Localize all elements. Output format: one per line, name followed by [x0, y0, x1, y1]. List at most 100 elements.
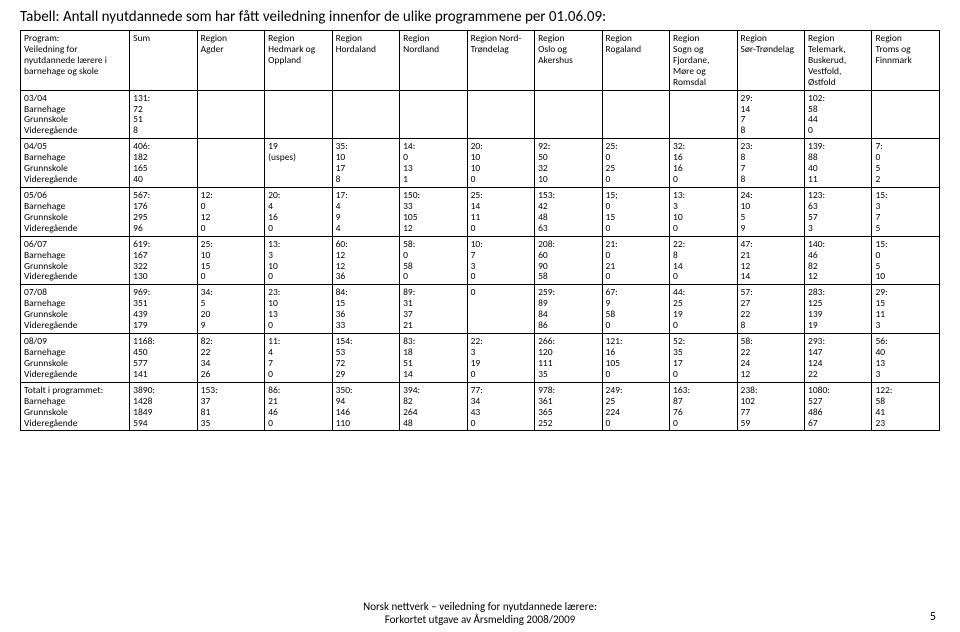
table-cell: 121:161050 [602, 334, 669, 383]
row-label: 03/04BarnehageGrunnskoleVideregående [21, 90, 130, 139]
table-cell: 23:10130 [265, 285, 332, 334]
table-cell: 1168:450577141 [130, 334, 197, 383]
table-cell: 259:898486 [535, 285, 602, 334]
table-cell: 153:424863 [535, 187, 602, 236]
table-cell: 15;0150 [602, 187, 669, 236]
column-header: RegionHordaland [332, 31, 399, 91]
table-row: 06/07BarnehageGrunnskoleVideregående619:… [21, 236, 940, 285]
table-cell: 15:0510 [872, 236, 940, 285]
table-cell: 83:185114 [400, 334, 467, 383]
table-cell [197, 139, 264, 188]
table-cell: 350:94146110 [332, 382, 399, 431]
table-row: 03/04BarnehageGrunnskoleVideregående131:… [21, 90, 940, 139]
footer-line-2: Forkortet utgave av Årsmelding 2008/2009 [363, 613, 597, 626]
table-cell: 56:40133 [872, 334, 940, 383]
page-footer: Norsk nettverk – veiledning for nyutdann… [0, 600, 960, 626]
table-cell: 82:223426 [197, 334, 264, 383]
table-cell: 13:3100 [670, 187, 737, 236]
table-cell [332, 90, 399, 139]
column-header: Region Nord-Trøndelag [467, 31, 534, 91]
table-cell: 10:730 [467, 236, 534, 285]
column-header: RegionSør-Trøndelag [737, 31, 804, 91]
table-cell: 20:4160 [265, 187, 332, 236]
table-cell: 19(uspes) [265, 139, 332, 188]
table-cell: 23:878 [737, 139, 804, 188]
table-cell: 20:10100 [467, 139, 534, 188]
table-cell: 3890:14281849594 [130, 382, 197, 431]
table-row: 07/08BarnehageGrunnskoleVideregående969:… [21, 285, 940, 334]
column-header: RegionOslo ogAkershus [535, 31, 602, 91]
table-cell: 13:3100 [265, 236, 332, 285]
table-cell: 60:121236 [332, 236, 399, 285]
table-cell: 163:87760 [670, 382, 737, 431]
table-cell: 394:8226448 [400, 382, 467, 431]
row-label: 05/06BarnehageGrunnskoleVideregående [21, 187, 130, 236]
table-cell [467, 90, 534, 139]
table-cell: 89:313721 [400, 285, 467, 334]
table-cell: 84:153633 [332, 285, 399, 334]
table-cell [670, 90, 737, 139]
table-body: 03/04BarnehageGrunnskoleVideregående131:… [21, 90, 940, 431]
table-cell: 969:351439179 [130, 285, 197, 334]
table-cell: 58:222412 [737, 334, 804, 383]
table-row: Totalt i programmet:BarnehageGrunnskoleV… [21, 382, 940, 431]
table-cell: 293:14712422 [805, 334, 872, 383]
table-cell: 25:14110 [467, 187, 534, 236]
table-cell: 34:5209 [197, 285, 264, 334]
table-cell: 140:468212 [805, 236, 872, 285]
table-cell: 47:211214 [737, 236, 804, 285]
table-cell: 249:252240 [602, 382, 669, 431]
table-cell: 21:0210 [602, 236, 669, 285]
table-cell: 1080:52748667 [805, 382, 872, 431]
table-cell: 25:0250 [602, 139, 669, 188]
row-label: 06/07BarnehageGrunnskoleVideregående [21, 236, 130, 285]
page-number: 5 [930, 610, 936, 624]
table-cell: 22:3190 [467, 334, 534, 383]
table-cell: 238:1027759 [737, 382, 804, 431]
table-cell: 92:503210 [535, 139, 602, 188]
table-cell: 122:584123 [872, 382, 940, 431]
column-header: RegionRogaland [602, 31, 669, 91]
column-header: RegionAgder [197, 31, 264, 91]
table-cell: 52:35170 [670, 334, 737, 383]
table-cell: 139:884011 [805, 139, 872, 188]
table-cell: 102:58440 [805, 90, 872, 139]
page-title: Tabell: Antall nyutdannede som har fått … [20, 8, 940, 26]
column-header: Program:Veiledning fornyutdannede lærere… [21, 31, 130, 91]
table-cell: 12:0120 [197, 187, 264, 236]
column-header: RegionNordland [400, 31, 467, 91]
table-cell [872, 90, 940, 139]
column-header: RegionHedmark ogOppland [265, 31, 332, 91]
table-cell: 67:9580 [602, 285, 669, 334]
table-cell: 7:052 [872, 139, 940, 188]
table-cell: 86:21460 [265, 382, 332, 431]
column-header: RegionTroms ogFinnmark [872, 31, 940, 91]
footer-line-1: Norsk nettverk – veiledning for nyutdann… [363, 600, 597, 613]
table-row: 08/09BarnehageGrunnskoleVideregående1168… [21, 334, 940, 383]
table-cell: 131:72518 [130, 90, 197, 139]
table-cell [400, 90, 467, 139]
table-cell: 406:18216540 [130, 139, 197, 188]
table-row: 04/05BarnehageGrunnskoleVideregående406:… [21, 139, 940, 188]
data-table: Program:Veiledning fornyutdannede lærere… [20, 30, 940, 431]
table-cell: 150:3310512 [400, 187, 467, 236]
table-cell [602, 90, 669, 139]
table-cell: 77:34430 [467, 382, 534, 431]
table-cell: 266:12011135 [535, 334, 602, 383]
table-cell: 24:1059 [737, 187, 804, 236]
column-header: RegionSogn ogFjordane,Møre ogRomsdal [670, 31, 737, 91]
column-header: Sum [130, 31, 197, 91]
table-cell: 154:537229 [332, 334, 399, 383]
table-cell: 32:16160 [670, 139, 737, 188]
table-row: 05/06BarnehageGrunnskoleVideregående567:… [21, 187, 940, 236]
column-header: RegionTelemark,Buskerud,Vestfold,Østfold [805, 31, 872, 91]
table-cell: 29:15113 [872, 285, 940, 334]
table-cell: 44:25190 [670, 285, 737, 334]
table-cell: 25:10150 [197, 236, 264, 285]
table-cell [535, 90, 602, 139]
table-cell: 14:0131 [400, 139, 467, 188]
row-label: 04/05BarnehageGrunnskoleVideregående [21, 139, 130, 188]
table-cell: 35:10178 [332, 139, 399, 188]
table-cell: 17:494 [332, 187, 399, 236]
table-cell [197, 90, 264, 139]
